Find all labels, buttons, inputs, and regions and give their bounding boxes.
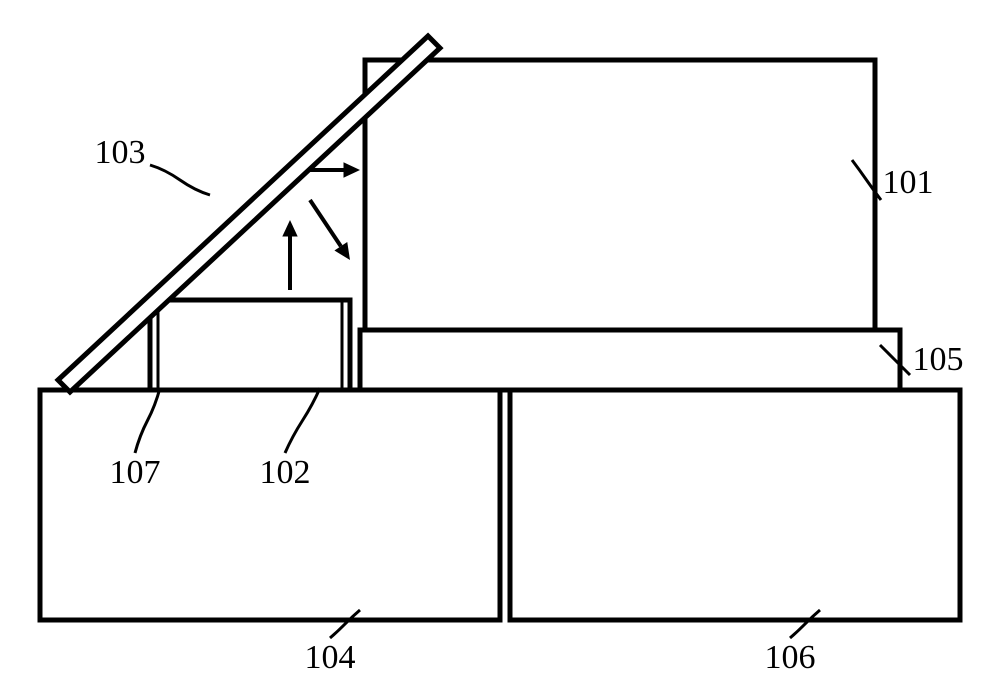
label-106: 106	[765, 639, 816, 676]
label-102: 102	[260, 454, 311, 491]
arrow-up-head	[282, 220, 297, 237]
arrow-down-right	[310, 200, 341, 246]
label-107: 107	[110, 454, 161, 491]
block102	[150, 300, 350, 390]
label-105: 105	[913, 341, 964, 378]
label-104: 104	[305, 639, 356, 676]
block105	[360, 330, 900, 390]
block106	[510, 390, 960, 620]
label-103: 103	[95, 134, 146, 171]
arrow-right-head	[344, 162, 361, 177]
block101	[365, 60, 875, 330]
arrow-down-right-head	[334, 242, 350, 260]
label-101: 101	[883, 164, 934, 201]
label-103-leader	[150, 165, 210, 195]
block104	[40, 390, 500, 620]
